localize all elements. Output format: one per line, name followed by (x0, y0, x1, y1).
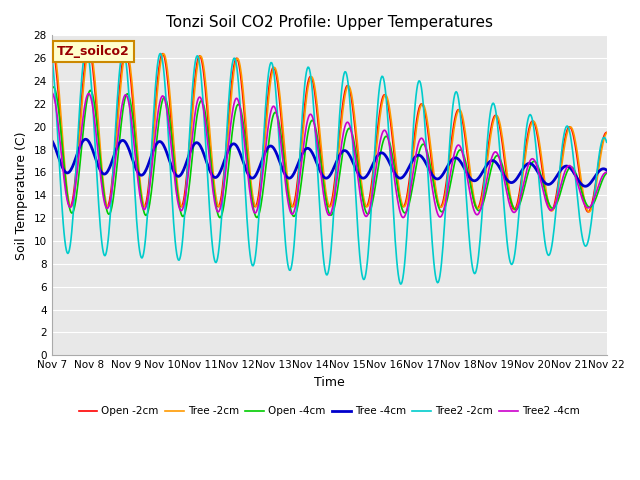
Open -2cm (172, 168, 179, 173)
Tree -4cm (82, 136, 90, 142)
Title: Tonzi Soil CO2 Profile: Upper Temperatures: Tonzi Soil CO2 Profile: Upper Temperatur… (166, 15, 493, 30)
Tree2 -2cm (398, 279, 406, 285)
Tree2 -4cm (58, 155, 65, 160)
Tree2 -4cm (201, 112, 209, 118)
Text: TZ_soilco2: TZ_soilco2 (57, 45, 130, 58)
Tree2 -2cm (58, 200, 65, 205)
Tree -2cm (202, 76, 209, 82)
Tree -2cm (397, 198, 405, 204)
Tree2 -4cm (413, 144, 421, 150)
Tree -4cm (397, 175, 405, 181)
Open -4cm (202, 110, 209, 116)
Tree2 -2cm (202, 134, 209, 140)
Tree -4cm (48, 137, 56, 143)
Open -4cm (49, 84, 57, 90)
Legend: Open -2cm, Tree -2cm, Open -4cm, Tree -4cm, Tree2 -2cm, Tree2 -4cm: Open -2cm, Tree -2cm, Open -4cm, Tree -4… (74, 402, 584, 420)
Tree -2cm (48, 45, 56, 50)
Tree2 -4cm (603, 169, 611, 175)
Tree -4cm (172, 172, 180, 178)
Open -2cm (584, 209, 592, 215)
Tree -4cm (202, 155, 209, 161)
Open -4cm (415, 153, 422, 158)
Open -4cm (48, 87, 56, 93)
Tree2 -4cm (399, 215, 406, 220)
Open -2cm (48, 44, 56, 49)
Line: Open -4cm: Open -4cm (52, 87, 607, 217)
Line: Tree -2cm: Tree -2cm (52, 47, 607, 212)
Tree2 -4cm (172, 180, 179, 186)
Line: Open -2cm: Open -2cm (52, 47, 607, 212)
Tree -4cm (413, 153, 421, 158)
Tree2 -2cm (172, 245, 180, 251)
Open -2cm (603, 130, 611, 135)
Tree -2cm (413, 118, 421, 123)
Tree -2cm (603, 130, 611, 136)
X-axis label: Time: Time (314, 376, 344, 389)
Open -2cm (58, 135, 65, 141)
Line: Tree -4cm: Tree -4cm (52, 139, 607, 186)
Open -4cm (398, 206, 406, 212)
Tree2 -4cm (48, 90, 56, 96)
Tree2 -2cm (603, 139, 611, 145)
Tree -4cm (58, 163, 65, 168)
Tree2 -2cm (48, 52, 56, 58)
Open -2cm (397, 199, 404, 204)
Open -4cm (116, 136, 124, 142)
Open -2cm (413, 117, 420, 122)
Tree -2cm (49, 44, 56, 50)
Tree2 -2cm (397, 281, 404, 287)
Tree -4cm (603, 167, 611, 173)
Open -4cm (603, 170, 611, 176)
Tree -2cm (172, 167, 180, 172)
Tree -4cm (581, 183, 589, 189)
Tree2 -4cm (115, 126, 123, 132)
Tree -2cm (116, 96, 124, 102)
Y-axis label: Soil Temperature (C): Soil Temperature (C) (15, 131, 28, 260)
Open -4cm (59, 145, 67, 151)
Open -4cm (216, 215, 224, 220)
Line: Tree2 -4cm: Tree2 -4cm (52, 93, 607, 217)
Line: Tree2 -2cm: Tree2 -2cm (52, 49, 607, 284)
Tree -4cm (116, 140, 124, 145)
Tree2 -2cm (116, 68, 124, 73)
Tree2 -4cm (397, 211, 404, 216)
Tree2 -2cm (415, 79, 422, 85)
Open -2cm (115, 95, 123, 101)
Tree -2cm (59, 133, 67, 139)
Open -2cm (201, 77, 209, 83)
Tree2 -2cm (83, 46, 90, 52)
Open -4cm (172, 177, 180, 182)
Tree -2cm (585, 209, 593, 215)
